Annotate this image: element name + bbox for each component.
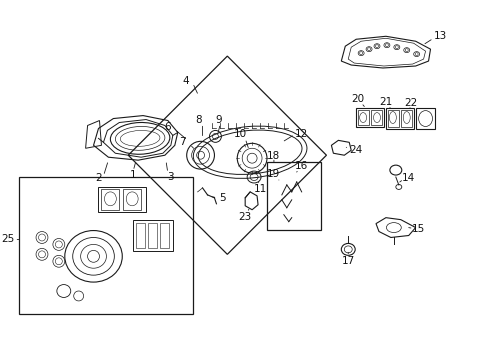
Bar (133, 220, 172, 251)
Text: 7: 7 (179, 137, 185, 147)
Bar (101, 189, 119, 210)
Bar (160, 222, 168, 248)
Bar (385, 108, 413, 130)
Text: 1: 1 (130, 170, 136, 180)
Text: 5: 5 (219, 193, 225, 203)
Bar (370, 110, 381, 126)
Bar (98, 187, 146, 212)
Bar (355, 108, 383, 127)
Bar (19, 177, 192, 314)
Text: 11: 11 (253, 184, 266, 194)
Text: 8: 8 (195, 114, 202, 125)
Bar (136, 222, 145, 248)
Text: 20: 20 (351, 94, 364, 104)
Text: 14: 14 (401, 173, 414, 183)
Bar (357, 110, 368, 126)
Text: 9: 9 (215, 114, 221, 125)
Text: 3: 3 (167, 172, 174, 182)
Text: 2: 2 (95, 173, 102, 183)
Text: 4: 4 (182, 76, 189, 86)
Text: 10: 10 (233, 129, 246, 139)
Text: 24: 24 (349, 145, 362, 155)
Bar (123, 189, 141, 210)
Text: 18: 18 (267, 151, 280, 161)
Text: 6: 6 (164, 122, 171, 132)
Text: 15: 15 (411, 224, 425, 234)
Bar (266, 162, 321, 230)
Bar (148, 222, 157, 248)
Bar (415, 108, 435, 130)
Text: 12: 12 (294, 129, 307, 139)
Bar (387, 110, 398, 127)
Text: 21: 21 (379, 97, 392, 107)
Text: 25: 25 (1, 234, 14, 244)
Text: 22: 22 (403, 98, 416, 108)
Bar (400, 110, 411, 127)
Text: 23: 23 (238, 212, 251, 222)
Text: 13: 13 (433, 31, 446, 41)
Text: 16: 16 (294, 161, 307, 171)
Text: 19: 19 (267, 169, 280, 179)
Text: 17: 17 (341, 256, 354, 266)
